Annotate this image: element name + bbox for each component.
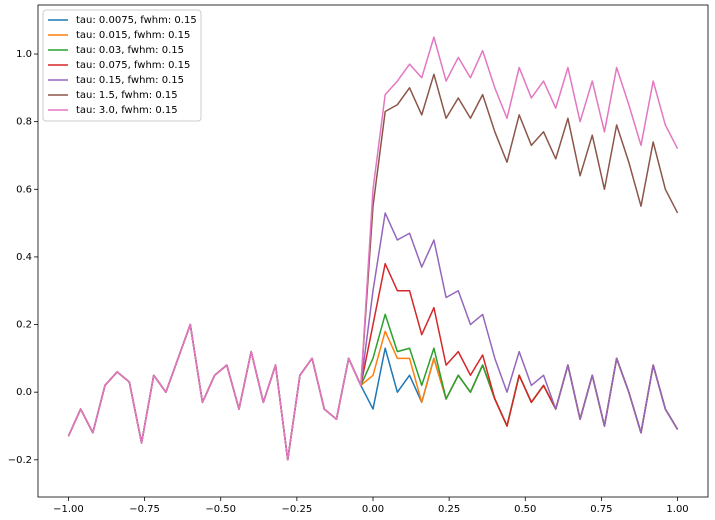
x-tick-label: 0.75 <box>590 504 612 515</box>
y-tick-label: 1.0 <box>16 49 32 60</box>
legend-label: tau: 0.03, fwhm: 0.15 <box>76 45 184 56</box>
x-tick-label: −0.50 <box>205 504 236 515</box>
x-tick-label: 0.00 <box>362 504 384 515</box>
plot-frame <box>37 4 709 498</box>
legend-label: tau: 1.5, fwhm: 0.15 <box>76 90 178 101</box>
series-line <box>67 212 679 461</box>
x-tick-label: −0.25 <box>282 504 313 515</box>
x-tick-label: 0.50 <box>514 504 536 515</box>
legend-label: tau: 0.15, fwhm: 0.15 <box>76 75 184 86</box>
legend-label: tau: 0.075, fwhm: 0.15 <box>76 60 190 71</box>
legend-box <box>42 9 202 122</box>
y-tick-label: −0.2 <box>8 455 32 466</box>
legend-label: tau: 3.0, fwhm: 0.15 <box>76 105 178 116</box>
series-line <box>67 36 679 461</box>
series-line <box>67 73 679 461</box>
x-tick-label: −1.00 <box>53 504 84 515</box>
y-tick-label: 0.6 <box>16 184 32 195</box>
x-tick-label: 0.25 <box>438 504 460 515</box>
x-tick-label: −0.75 <box>129 504 160 515</box>
y-tick-label: 0.8 <box>16 117 32 128</box>
series-line <box>67 323 679 461</box>
y-tick-label: 0.2 <box>16 320 32 331</box>
y-tick-label: 0.0 <box>16 387 32 398</box>
legend-label: tau: 0.0075, fwhm: 0.15 <box>76 15 197 26</box>
legend-label: tau: 0.015, fwhm: 0.15 <box>76 30 190 41</box>
y-tick-label: 0.4 <box>16 252 32 263</box>
legend: tau: 0.0075, fwhm: 0.15 tau: 0.015, fwhm:… <box>42 9 202 122</box>
series-line <box>67 313 679 461</box>
series-line <box>67 323 679 461</box>
x-tick-label: 1.00 <box>666 504 688 515</box>
